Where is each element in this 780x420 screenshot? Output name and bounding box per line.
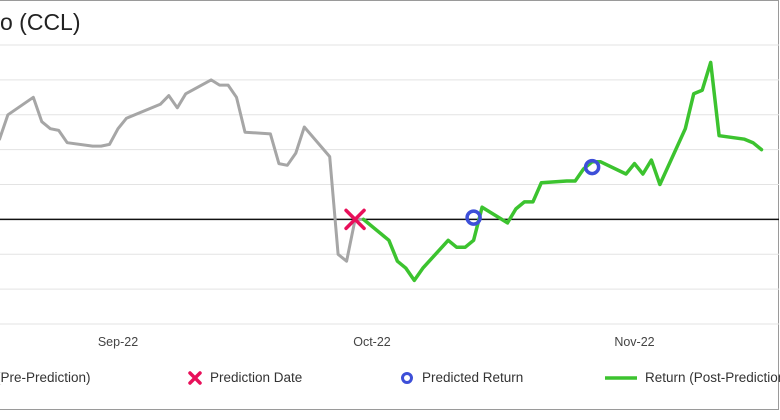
- x-tick-label: Nov-22: [614, 335, 654, 349]
- legend-label-pre-prediction: (Pre-Prediction): [0, 370, 91, 385]
- prediction-date-marker: [344, 208, 366, 231]
- legend: (Pre-Prediction) Prediction Date Predict…: [0, 370, 780, 392]
- line-swatch-icon: [605, 375, 637, 380]
- circle-marker-icon: [401, 371, 413, 384]
- series-lines: [0, 60, 764, 283]
- legend-label-post-prediction: Return (Post-Prediction): [645, 370, 780, 385]
- x-tick-label: Oct-22: [353, 335, 391, 349]
- legend-item-predicted-return: Predicted Return: [400, 370, 523, 385]
- legend-item-prediction-date: Prediction Date: [188, 370, 302, 385]
- x-axis: Sep-22 Oct-22 Nov-22: [98, 335, 655, 349]
- chart-frame: [0, 0, 779, 410]
- chart-title: o (CCL): [0, 9, 81, 35]
- line-chart: Sep-22 Oct-22 Nov-22: [0, 44, 779, 349]
- legend-item-pre-prediction: (Pre-Prediction): [0, 370, 91, 385]
- x-stroke: [344, 208, 366, 231]
- x-marker-icon: [188, 370, 202, 385]
- predicted-return-marker: [465, 209, 482, 226]
- gridlines: [0, 44, 779, 325]
- legend-label-prediction-date: Prediction Date: [210, 370, 303, 385]
- series-line-pre-prediction: [0, 78, 365, 263]
- legend-item-post-prediction: Return (Post-Prediction): [605, 370, 780, 385]
- x-tick-label: Sep-22: [98, 335, 138, 349]
- predicted-return-marker: [583, 158, 601, 176]
- legend-label-predicted-return: Predicted Return: [422, 370, 524, 385]
- series-line-post-prediction: [361, 60, 764, 283]
- series-markers: [344, 158, 601, 231]
